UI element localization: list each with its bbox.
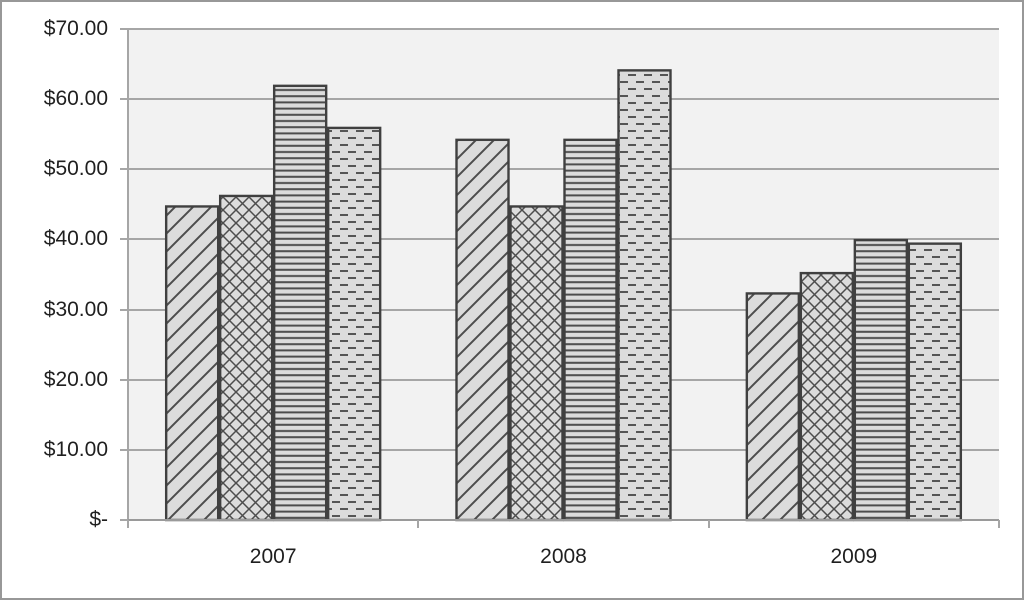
bar-diagonal-2009 [745,292,801,522]
x-axis-tick [707,520,710,528]
bar-dashed-2007 [326,126,382,522]
x-category-label: 2008 [540,545,587,568]
bar-horizontal-2007 [272,84,328,522]
bar-dashed-2008 [617,69,672,522]
y-axis-tick [120,238,128,241]
y-axis-tick [120,28,128,30]
x-axis-line [128,519,999,521]
y-axis-tick [120,519,128,521]
bar-crosshatch-2009 [799,271,855,522]
gridline [128,98,999,101]
y-tick-label: $30.00 [43,297,108,321]
bar-crosshatch-2007 [218,194,274,522]
y-axis-tick [120,308,128,311]
bar-horizontal-2009 [853,238,909,522]
y-tick-label: $40.00 [43,227,108,251]
y-tick-label: $- [89,508,108,531]
y-tick-label: $70.00 [43,17,108,40]
x-axis-tick [998,520,1000,528]
y-axis-tick [120,168,128,171]
bar-diagonal-2008 [455,138,510,522]
y-axis-tick [120,448,128,451]
y-tick-label: $10.00 [43,437,108,461]
x-axis-tick [127,520,129,528]
y-tick-label: $60.00 [43,87,108,111]
y-axis-tick [120,378,128,381]
x-category-label: 2009 [830,545,878,568]
y-tick-label: $20.00 [43,367,108,391]
bar-crosshatch-2008 [509,205,564,522]
bar-horizontal-2008 [563,138,618,522]
y-axis-tick [120,98,128,101]
bar-diagonal-2007 [164,205,220,522]
bar-dashed-2009 [907,242,963,522]
y-axis-line [127,29,129,528]
x-category-label: 2007 [249,545,297,568]
x-axis-tick [417,520,420,528]
y-tick-label: $50.00 [43,157,108,181]
gridline [128,28,999,30]
